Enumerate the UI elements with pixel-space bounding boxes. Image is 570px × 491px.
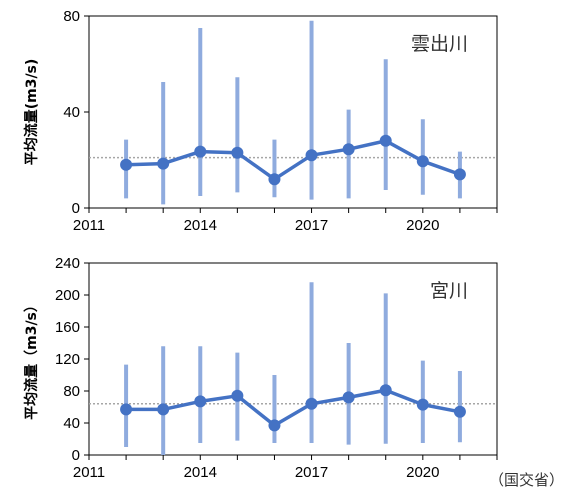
mean-line [126, 388, 461, 428]
mean-line [126, 139, 461, 181]
y-axis-label: 平均流量（m3/s） [23, 298, 40, 420]
source-note: （国交省） [489, 471, 564, 489]
mean-point [342, 391, 355, 404]
river-name: 宮川 [430, 280, 468, 302]
mean-point [305, 149, 318, 162]
y-tick-label: 0 [72, 200, 80, 217]
x-tick-label: 2020 [406, 217, 439, 234]
y-tick-label: 120 [55, 351, 80, 368]
mean-point [268, 173, 281, 186]
mean-point [194, 145, 207, 158]
mean-point [268, 419, 281, 432]
y-tick-label: 40 [63, 104, 80, 121]
x-tick-label: 2014 [184, 464, 217, 481]
mean-point [231, 146, 244, 159]
mean-point [305, 397, 318, 410]
y-tick-label: 40 [63, 415, 80, 432]
mean-point [453, 168, 466, 181]
mean-point [157, 157, 170, 170]
mean-point [416, 155, 429, 168]
chart-panel-2: 0 40 80 120 160 200 240 2011 2014 2017 2020 平均流量（m3… [23, 255, 498, 481]
y-tick-label: 80 [63, 8, 80, 25]
mean-point [120, 158, 133, 171]
river-name: 雲出川 [411, 33, 468, 55]
mean-point [379, 384, 392, 397]
y-tick-label: 200 [55, 287, 80, 304]
y-tick-label: 80 [63, 383, 80, 400]
x-tick-label: 2011 [73, 464, 105, 481]
y-tick-label: 0 [72, 447, 80, 464]
x-tick-label: 2017 [295, 464, 328, 481]
x-tick-label: 2017 [295, 217, 328, 234]
mean-point [416, 398, 429, 411]
mean-point [157, 403, 170, 416]
mean-point [194, 395, 207, 408]
x-tick-label: 2020 [406, 464, 439, 481]
chart-panel-1: 0 40 80 2011 2014 2017 2020 平均流量(m3/s) 雲出川 [23, 8, 498, 234]
mean-point [379, 134, 392, 147]
mean-point [453, 405, 466, 418]
y-tick-label: 240 [55, 255, 80, 272]
mean-point [231, 389, 244, 402]
y-axis-label: 平均流量(m3/s) [23, 59, 40, 166]
y-tick-label: 160 [55, 319, 80, 336]
mean-point [342, 143, 355, 156]
x-tick-label: 2014 [184, 217, 217, 234]
x-tick-label: 2011 [73, 217, 105, 234]
mean-point [120, 403, 133, 416]
